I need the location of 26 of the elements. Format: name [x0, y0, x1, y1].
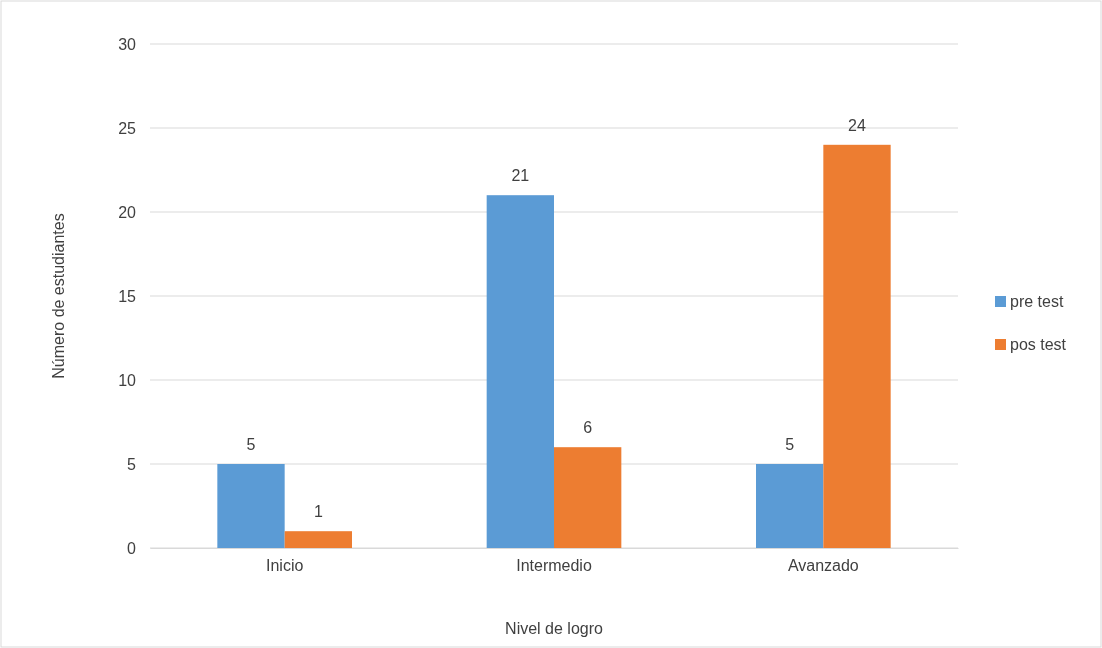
data-label: 21 [511, 167, 530, 185]
y-tick-label: 10 [118, 371, 137, 389]
x-axis-title: Nivel de logro [505, 620, 604, 637]
y-tick-label: 20 [118, 203, 137, 221]
x-tick-label: Avanzado [787, 557, 859, 575]
legend-label: pos test [1010, 336, 1067, 353]
legend-label: pre test [1010, 293, 1064, 310]
y-tick-label: 30 [118, 35, 137, 53]
x-tick-label: Intermedio [516, 557, 592, 575]
bar [217, 464, 285, 548]
bar [823, 144, 891, 548]
x-tick-label: Inicio [265, 557, 304, 575]
y-tick-label: 25 [118, 119, 137, 137]
data-label: 5 [785, 436, 795, 453]
y-axis-title: Número de estudiantes [50, 213, 67, 379]
data-label: 6 [583, 419, 593, 437]
bar [554, 447, 622, 548]
data-label: 24 [848, 116, 866, 134]
data-label: 1 [313, 503, 323, 521]
data-label: 5 [246, 436, 256, 453]
bar [486, 195, 554, 548]
y-tick-label: 5 [127, 455, 137, 473]
y-tick-label: 15 [118, 287, 137, 305]
bar [284, 531, 352, 548]
y-tick-label: 0 [127, 539, 137, 557]
bar [756, 464, 824, 548]
